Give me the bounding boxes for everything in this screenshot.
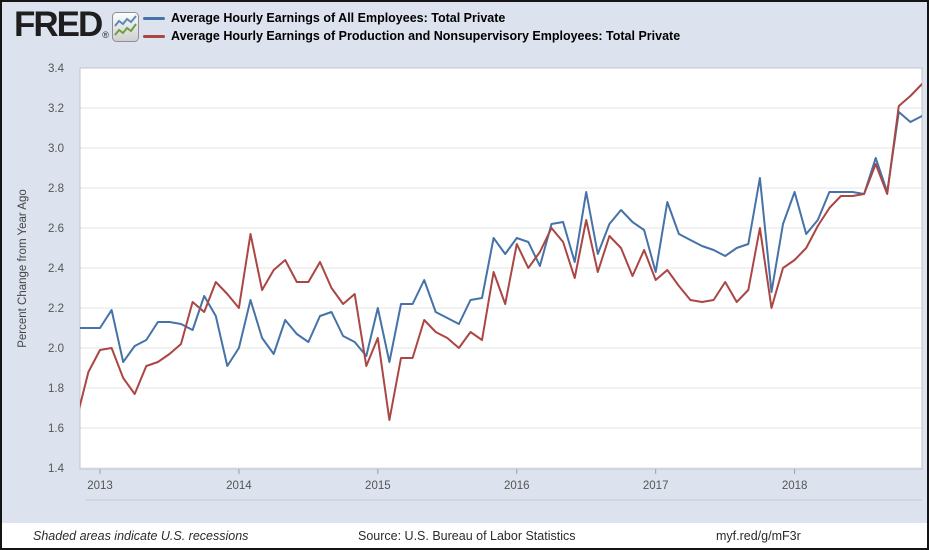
x-tick-label: 2016 — [504, 480, 530, 492]
fred-sparkline-icon — [111, 12, 139, 47]
y-tick-label: 2.0 — [48, 343, 64, 355]
legend-item-all-employees[interactable]: Average Hourly Earnings of All Employees… — [143, 9, 680, 27]
y-tick-label: 2.2 — [48, 303, 64, 315]
fred-logo[interactable]: FRED ® — [14, 5, 139, 47]
short-url-link[interactable]: myf.red/g/mF3r — [716, 529, 801, 543]
y-tick-label: 2.8 — [48, 183, 64, 195]
y-tick-label: 1.4 — [48, 463, 65, 475]
legend-swatch-blue — [143, 16, 165, 20]
y-tick-label: 2.6 — [48, 223, 64, 235]
legend-label: Average Hourly Earnings of Production an… — [171, 29, 681, 43]
y-tick-label: 1.8 — [48, 383, 64, 395]
x-tick-label: 2013 — [87, 480, 113, 492]
plot-border — [79, 67, 923, 470]
source-text: Source: U.S. Bureau of Labor Statistics — [358, 529, 576, 543]
footer-band — [2, 523, 927, 548]
fred-logo-text: FRED — [14, 5, 103, 44]
legend-swatch-red — [143, 34, 165, 38]
legend-item-production-employees[interactable]: Average Hourly Earnings of Production an… — [143, 27, 680, 45]
registered-trademark: ® — [102, 30, 109, 40]
y-tick-label: 3.0 — [48, 143, 64, 155]
y-tick-label: 2.4 — [48, 263, 65, 275]
x-tick-label: 2017 — [643, 480, 669, 492]
x-tick-label: 2014 — [226, 480, 252, 492]
recession-note: Shaded areas indicate U.S. recessions — [33, 529, 249, 543]
x-tick-label: 2015 — [365, 480, 391, 492]
chart-legend: Average Hourly Earnings of All Employees… — [143, 9, 680, 45]
y-tick-label: 3.2 — [48, 103, 64, 115]
y-tick-label: 3.4 — [48, 63, 65, 75]
y-axis-title: Percent Change from Year Ago — [17, 189, 29, 348]
x-tick-label: 2018 — [782, 480, 808, 492]
series-line-production-employees — [80, 83, 922, 421]
y-tick-label: 1.6 — [48, 423, 64, 435]
series-line-all-employees — [80, 111, 922, 367]
legend-label: Average Hourly Earnings of All Employees… — [171, 11, 506, 25]
